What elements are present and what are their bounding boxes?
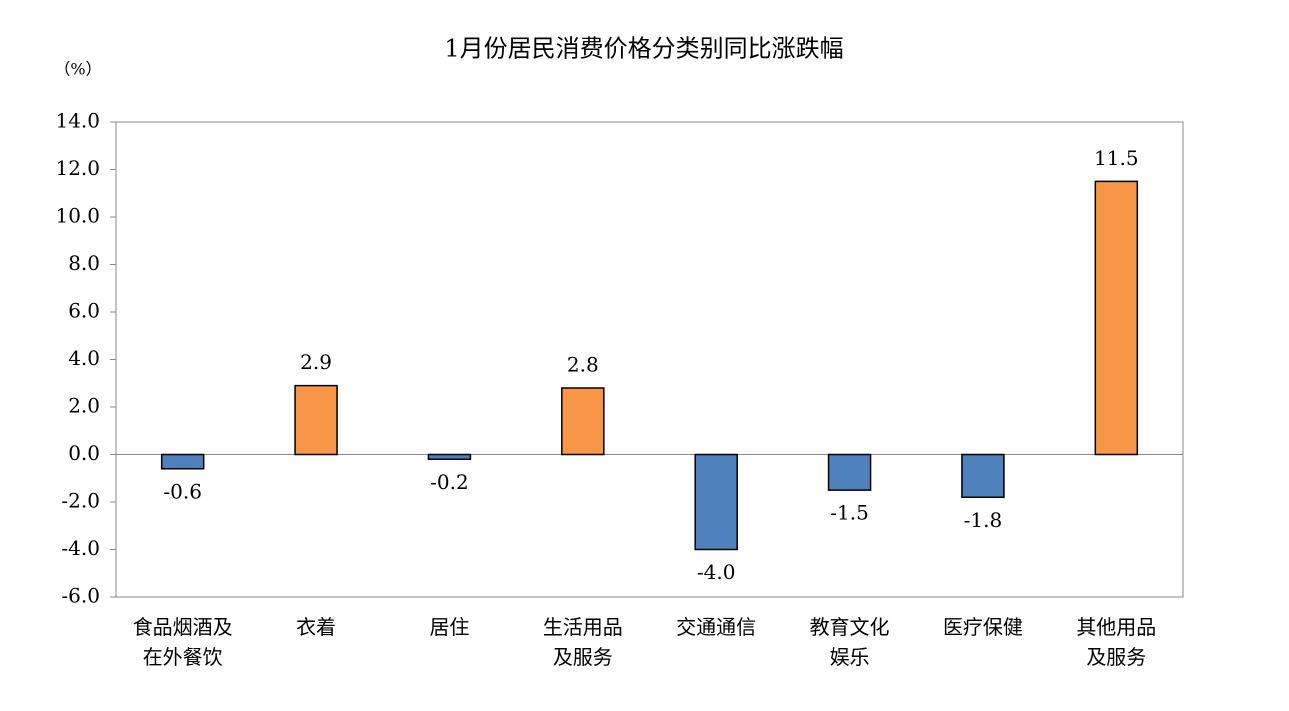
plot-frame (115, 121, 1184, 598)
bar (294, 384, 338, 456)
bar (694, 453, 738, 551)
data-label: -0.6 (163, 479, 202, 503)
y-tick-label: -4.0 (61, 536, 100, 560)
bar (561, 387, 605, 456)
data-label: -4.0 (697, 560, 736, 584)
y-tick-label: -6.0 (61, 584, 100, 608)
data-label: -0.2 (430, 470, 469, 494)
bar (961, 453, 1005, 498)
data-label: -1.8 (964, 508, 1003, 532)
bar (827, 453, 872, 491)
y-tick-label: 14.0 (55, 109, 100, 133)
y-axis-label: （%） (54, 60, 101, 79)
bar (160, 453, 205, 470)
y-tick-label: 4.0 (68, 346, 100, 370)
y-tick-label: -2.0 (61, 489, 100, 513)
y-tick-label: 0.0 (68, 441, 100, 465)
data-label: -1.5 (830, 501, 869, 525)
x-tick-label: 居住 (429, 615, 470, 639)
chart-title: 1月份居民消费价格分类别同比涨跌幅 (444, 35, 843, 63)
y-tick-label: 2.0 (68, 394, 100, 418)
y-tick-label: 10.0 (55, 204, 100, 228)
y-tick-label: 6.0 (68, 299, 100, 323)
data-label: 2.8 (567, 353, 599, 377)
x-tick-label: 生活用品 及服务 (542, 615, 623, 669)
x-tick-label: 衣着 (296, 615, 337, 639)
bar (427, 453, 472, 460)
bar (1094, 180, 1139, 456)
x-tick-label: 教育文化 娱乐 (809, 615, 890, 669)
x-tick-label: 食品烟酒及 在外餐饮 (132, 615, 233, 669)
x-tick-label: 其他用品 及服务 (1076, 615, 1157, 669)
x-tick-label: 医疗保健 (942, 615, 1023, 639)
y-tick-label: 8.0 (68, 251, 100, 275)
data-label: 2.9 (300, 350, 332, 374)
data-label: 11.5 (1094, 146, 1139, 170)
y-tick-label: 12.0 (55, 156, 100, 180)
x-tick-label: 交通通信 (676, 615, 757, 639)
